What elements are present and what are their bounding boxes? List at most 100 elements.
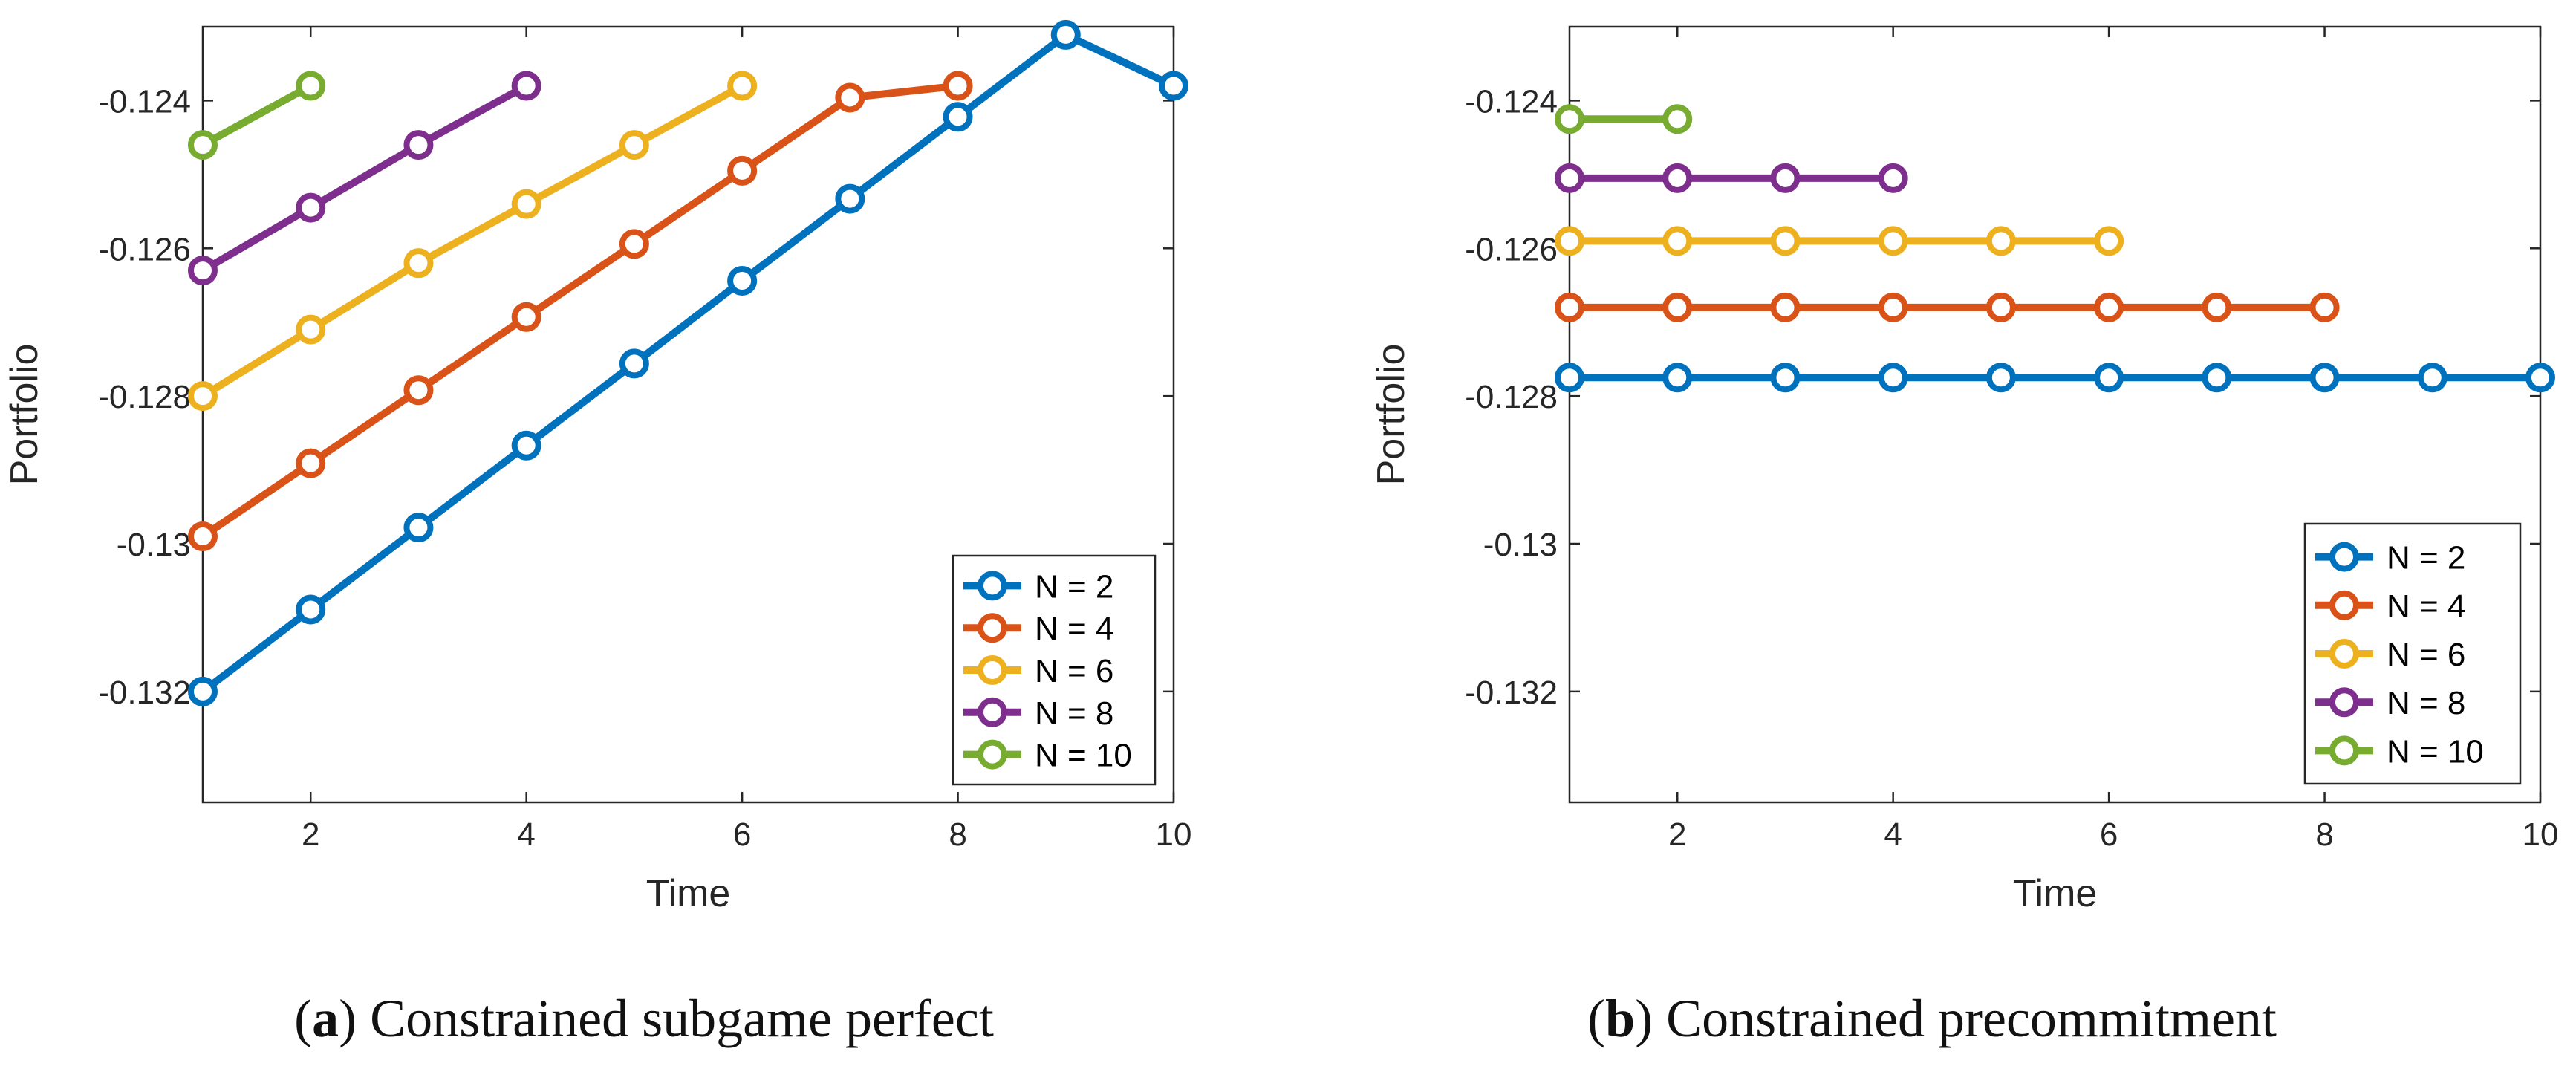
panel-b-data-point: [2309, 363, 2340, 393]
panel-a-legend-marker: [978, 739, 1007, 770]
panel-a-data-point: [188, 130, 218, 160]
panel-b-data-point: [1555, 292, 1584, 322]
panel-b-data-point: [1878, 292, 1908, 322]
panel-b-data-point: [1770, 292, 1801, 322]
panel-a-legend-label: N = 10: [1035, 738, 1132, 774]
panel-a-x-tick-label: 8: [949, 816, 966, 853]
panel-b-data-point: [2525, 363, 2555, 393]
panel-a-data-point: [188, 676, 218, 706]
panel-a-data-point: [511, 302, 541, 332]
panel-b-legend-marker: [2329, 542, 2359, 572]
panel-a-data-point: [727, 155, 758, 186]
panel-a-data-point: [296, 314, 326, 345]
panel-b-data-point: [2202, 292, 2232, 322]
panel-a-data-point: [188, 381, 218, 412]
panel-a-data-point: [943, 102, 973, 132]
panel-a-legend-marker: [978, 697, 1007, 727]
panel-a-data-point: [403, 248, 434, 279]
panel-a-data-point: [619, 348, 649, 379]
panel-a-data-point: [619, 130, 649, 160]
panel-a-legend-marker: [978, 613, 1007, 643]
panel-b-legend-marker: [2329, 639, 2359, 669]
panel-b-legend-marker: [2329, 687, 2359, 718]
panel-b-data-point: [1662, 104, 1693, 134]
panel-a-data-point: [296, 594, 326, 625]
panel-b-legend-marker: [2329, 590, 2359, 620]
panel-b-legend-label: N = 10: [2387, 733, 2484, 770]
panel-a-x-axis-label: Time: [646, 872, 731, 915]
panel-a-legend-label: N = 4: [1035, 611, 1113, 647]
panel-b-x-tick-label: 2: [1668, 816, 1686, 853]
panel-b-x-tick-label: 6: [2100, 816, 2118, 853]
panel-a-y-tick-label: -0.132: [98, 675, 191, 711]
panel-b-data-point: [1770, 163, 1801, 193]
caption-b-text: Constrained precommitment: [1666, 989, 2277, 1048]
panel-a-data-point: [835, 82, 865, 113]
panel-a-y-tick-label: -0.128: [98, 379, 191, 415]
panel-b-data-point: [1555, 363, 1584, 393]
panel-b-data-point: [1555, 104, 1584, 134]
panel-b-data-point: [1662, 292, 1693, 322]
panel-a-axes-box: [201, 25, 1175, 804]
panel-b-data-point: [2094, 226, 2124, 256]
panel-a-legend-marker: [978, 571, 1007, 601]
panel-b-data-point: [1555, 163, 1584, 193]
panel-b-y-tick-label: -0.124: [1465, 83, 1558, 120]
panel-b-data-point: [1878, 163, 1908, 193]
panel-b-legend-marker: [2329, 735, 2359, 766]
panel-b-x-tick-label: 10: [2523, 816, 2559, 853]
panel-a-data-point: [727, 266, 758, 296]
panel-a-data-point: [727, 71, 758, 101]
panel-a-data-point: [619, 229, 649, 259]
panel-a-legend-label: N = 6: [1035, 653, 1113, 689]
panel-b-legend-label: N = 6: [2387, 637, 2465, 673]
panel-a-series-line: [199, 82, 962, 541]
panel-b-data-point: [1662, 163, 1693, 193]
panel-a-chart: 2 4 6 8 10 -0.132 -0.13 -0.128 -0.126 -0.124 Time P…: [3, 19, 1192, 915]
panel-b-data-point: [2094, 292, 2124, 322]
panel-b-y-tick-label: -0.132: [1465, 675, 1558, 711]
panel-b-data-point: [1985, 226, 2016, 256]
panel-b-legend-label: N = 2: [2387, 540, 2465, 576]
panel-b-y-tick-label: -0.13: [1483, 527, 1558, 563]
panel-a-legend-label: N = 2: [1035, 568, 1113, 605]
panel-a-data-point: [403, 130, 434, 160]
panel-a-legend-marker: [978, 655, 1007, 685]
panel-a-data-point: [835, 183, 865, 214]
panel-b-data-point: [1770, 363, 1801, 393]
panel-a-data-point: [403, 375, 434, 406]
panel-b-data-point: [1770, 226, 1801, 256]
panel-a-data-point: [296, 192, 326, 223]
panel-b-y-axis-label: Portfolio: [1370, 344, 1413, 486]
panel-b-data-point: [2202, 363, 2232, 393]
caption-a-text: Constrained subgame perfect: [370, 989, 994, 1048]
panel-b-x-axis-label: Time: [2013, 872, 2098, 915]
panel-b-data-point: [1985, 292, 2016, 322]
panel-a-series-line: [199, 82, 747, 400]
panel-b-legend-label: N = 4: [2387, 588, 2465, 625]
panel-a-data-point: [511, 71, 541, 101]
panel-a-y-tick-label: -0.126: [98, 231, 191, 267]
panel-b-chart: 2 4 6 8 10 -0.132 -0.13 -0.128 -0.126 -0.124 Time P…: [1370, 25, 2559, 915]
panel-b-data-point: [2309, 292, 2340, 322]
panel-a-data-point: [296, 448, 326, 478]
panel-a-data-point: [1159, 71, 1188, 101]
panel-b-x-tick-label: 8: [2315, 816, 2333, 853]
panel-a-y-tick-label: -0.124: [98, 83, 191, 120]
panel-a-series-line: [199, 82, 315, 149]
caption-b-letter: b: [1605, 989, 1636, 1048]
panel-b-x-tick-label: 4: [1884, 816, 1902, 853]
panel-a-x-tick-label: 10: [1156, 816, 1192, 853]
panel-b-axes-box: [1568, 25, 2542, 804]
panel-b-data-point: [2094, 363, 2124, 393]
panel-b-data-point: [1662, 363, 1693, 393]
panel-a-legend-label: N = 8: [1035, 695, 1113, 732]
panel-a-x-tick-label: 4: [517, 816, 535, 853]
panel-a-y-axis-label: Portfolio: [3, 344, 46, 486]
panel-a-data-point: [296, 71, 326, 101]
panel-b-data-point: [1555, 226, 1584, 256]
caption-a: (a) Constrained subgame perfect: [294, 989, 994, 1048]
panel-a-x-tick-label: 6: [733, 816, 751, 853]
panel-b-y-tick-label: -0.128: [1465, 379, 1558, 415]
